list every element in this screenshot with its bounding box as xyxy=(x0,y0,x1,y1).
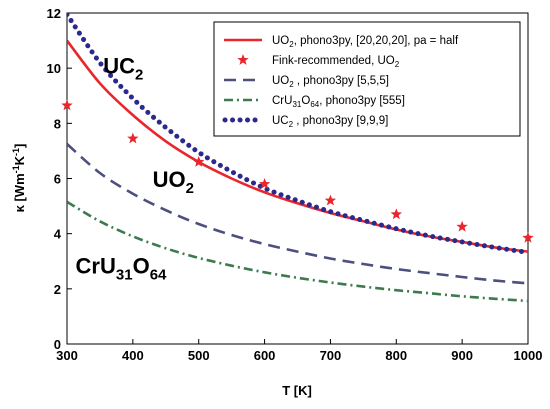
fink-marker-6 xyxy=(456,220,468,232)
series-line-3 xyxy=(67,200,528,303)
y-tick-label-2: 4 xyxy=(54,227,62,242)
y-tick-label-1: 2 xyxy=(54,282,61,297)
y-axis-title-exp1: -1 xyxy=(11,165,21,173)
annotation-uo2: UO2 xyxy=(153,167,194,197)
x-tick-label-6: 900 xyxy=(451,348,473,363)
annotation-group: UC2 UO2 CrU31O64 xyxy=(76,54,194,284)
fink-marker-4 xyxy=(324,194,337,206)
x-tick-label-2: 500 xyxy=(188,348,210,363)
x-axis-title: T [K] xyxy=(282,383,312,398)
annotation-cru31o64: CrU31O64 xyxy=(76,254,167,284)
y-axis-title-exp2: -1 xyxy=(11,148,21,156)
y-axis-title: κ [Wm-1K-1] xyxy=(11,144,27,213)
legend: UO2, phono3py, [20,20,20], pa = half Fin… xyxy=(213,21,521,137)
x-tick-label-0: 300 xyxy=(56,348,78,363)
legend-label-uc2: UC2 , phono3py [9,9,9] xyxy=(272,115,388,129)
y-tick-label-0: 0 xyxy=(54,337,61,352)
series-line-4 xyxy=(67,13,528,255)
legend-label-uo2-5: UO2 , phono3py [5,5,5] xyxy=(272,75,389,89)
legend-swatch-fink xyxy=(237,54,249,65)
marker-group xyxy=(61,99,534,243)
x-tick-label-1: 400 xyxy=(122,348,144,363)
legend-label-uo2-20: UO2, phono3py, [20,20,20], pa = half xyxy=(272,35,459,49)
x-tick-label-7: 1000 xyxy=(514,348,543,363)
y-tick-label-5: 10 xyxy=(47,61,61,76)
legend-label-cru31o64: CrU31O64, phono3py [555] xyxy=(272,95,405,109)
y-axis-title-mid: K xyxy=(12,155,27,165)
axis-ticks: 300 400 500 600 700 800 900 1000 0 2 4 6 8 10 12 xyxy=(47,6,543,363)
x-tick-label-3: 600 xyxy=(254,348,276,363)
legend-label-fink: Fink-recommended, UO2 xyxy=(272,55,400,69)
y-tick-label-6: 12 xyxy=(47,6,61,21)
y-tick-label-3: 6 xyxy=(54,172,61,187)
series-line-2 xyxy=(67,143,528,285)
annotation-uc2: UC2 xyxy=(103,54,143,84)
x-tick-label-5: 800 xyxy=(385,348,407,363)
fink-marker-3 xyxy=(258,178,271,189)
fink-marker-2 xyxy=(193,156,205,167)
legend-box xyxy=(213,21,521,137)
y-axis-title-end: ] xyxy=(12,144,27,148)
fink-marker-0 xyxy=(61,99,73,111)
fink-marker-7 xyxy=(522,231,534,243)
y-tick-label-4: 8 xyxy=(54,116,61,131)
fink-marker-5 xyxy=(390,208,402,220)
x-tick-label-4: 700 xyxy=(320,348,342,363)
y-axis-title-base: κ [Wm xyxy=(12,173,27,212)
fink-marker-1 xyxy=(127,132,139,144)
series-group xyxy=(67,13,528,303)
